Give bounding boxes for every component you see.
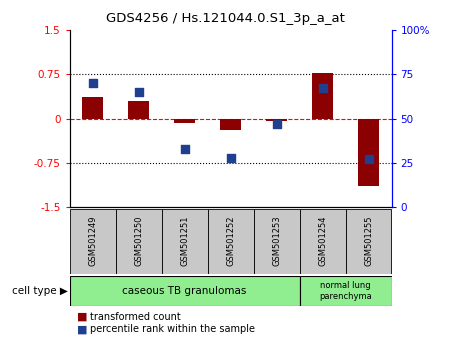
Text: GSM501255: GSM501255	[364, 215, 373, 266]
Bar	[162, 209, 207, 274]
Text: ■: ■	[76, 324, 87, 334]
Text: GDS4256 / Hs.121044.0.S1_3p_a_at: GDS4256 / Hs.121044.0.S1_3p_a_at	[106, 12, 344, 25]
Bar	[207, 209, 254, 274]
Bar	[174, 119, 195, 123]
Bar	[300, 209, 346, 274]
Text: GSM501252: GSM501252	[226, 215, 235, 266]
Bar	[70, 276, 300, 306]
Bar	[358, 119, 379, 187]
Bar	[220, 119, 241, 130]
Bar	[128, 101, 149, 119]
Text: ■: ■	[76, 312, 87, 322]
Point	[89, 80, 96, 86]
Point	[273, 121, 280, 127]
Text: cell type ▶: cell type ▶	[12, 286, 68, 296]
Point	[319, 86, 326, 91]
Point	[181, 146, 188, 152]
Point	[365, 156, 372, 162]
Text: GSM501250: GSM501250	[134, 215, 143, 266]
Text: caseous TB granulomas: caseous TB granulomas	[122, 286, 247, 296]
Bar	[254, 209, 300, 274]
Bar	[70, 209, 116, 274]
Bar	[300, 276, 392, 306]
Point	[227, 155, 234, 160]
Bar	[116, 209, 162, 274]
Text: GSM501253: GSM501253	[272, 215, 281, 266]
Bar	[346, 209, 392, 274]
Bar	[312, 73, 333, 119]
Text: transformed count: transformed count	[90, 312, 181, 322]
Text: percentile rank within the sample: percentile rank within the sample	[90, 324, 255, 334]
Text: normal lung
parenchyma: normal lung parenchyma	[319, 281, 372, 301]
Bar	[266, 119, 287, 121]
Text: GSM501254: GSM501254	[318, 215, 327, 266]
Text: GSM501249: GSM501249	[88, 215, 97, 266]
Text: GSM501251: GSM501251	[180, 215, 189, 266]
Point	[135, 89, 142, 95]
Bar	[82, 97, 103, 119]
